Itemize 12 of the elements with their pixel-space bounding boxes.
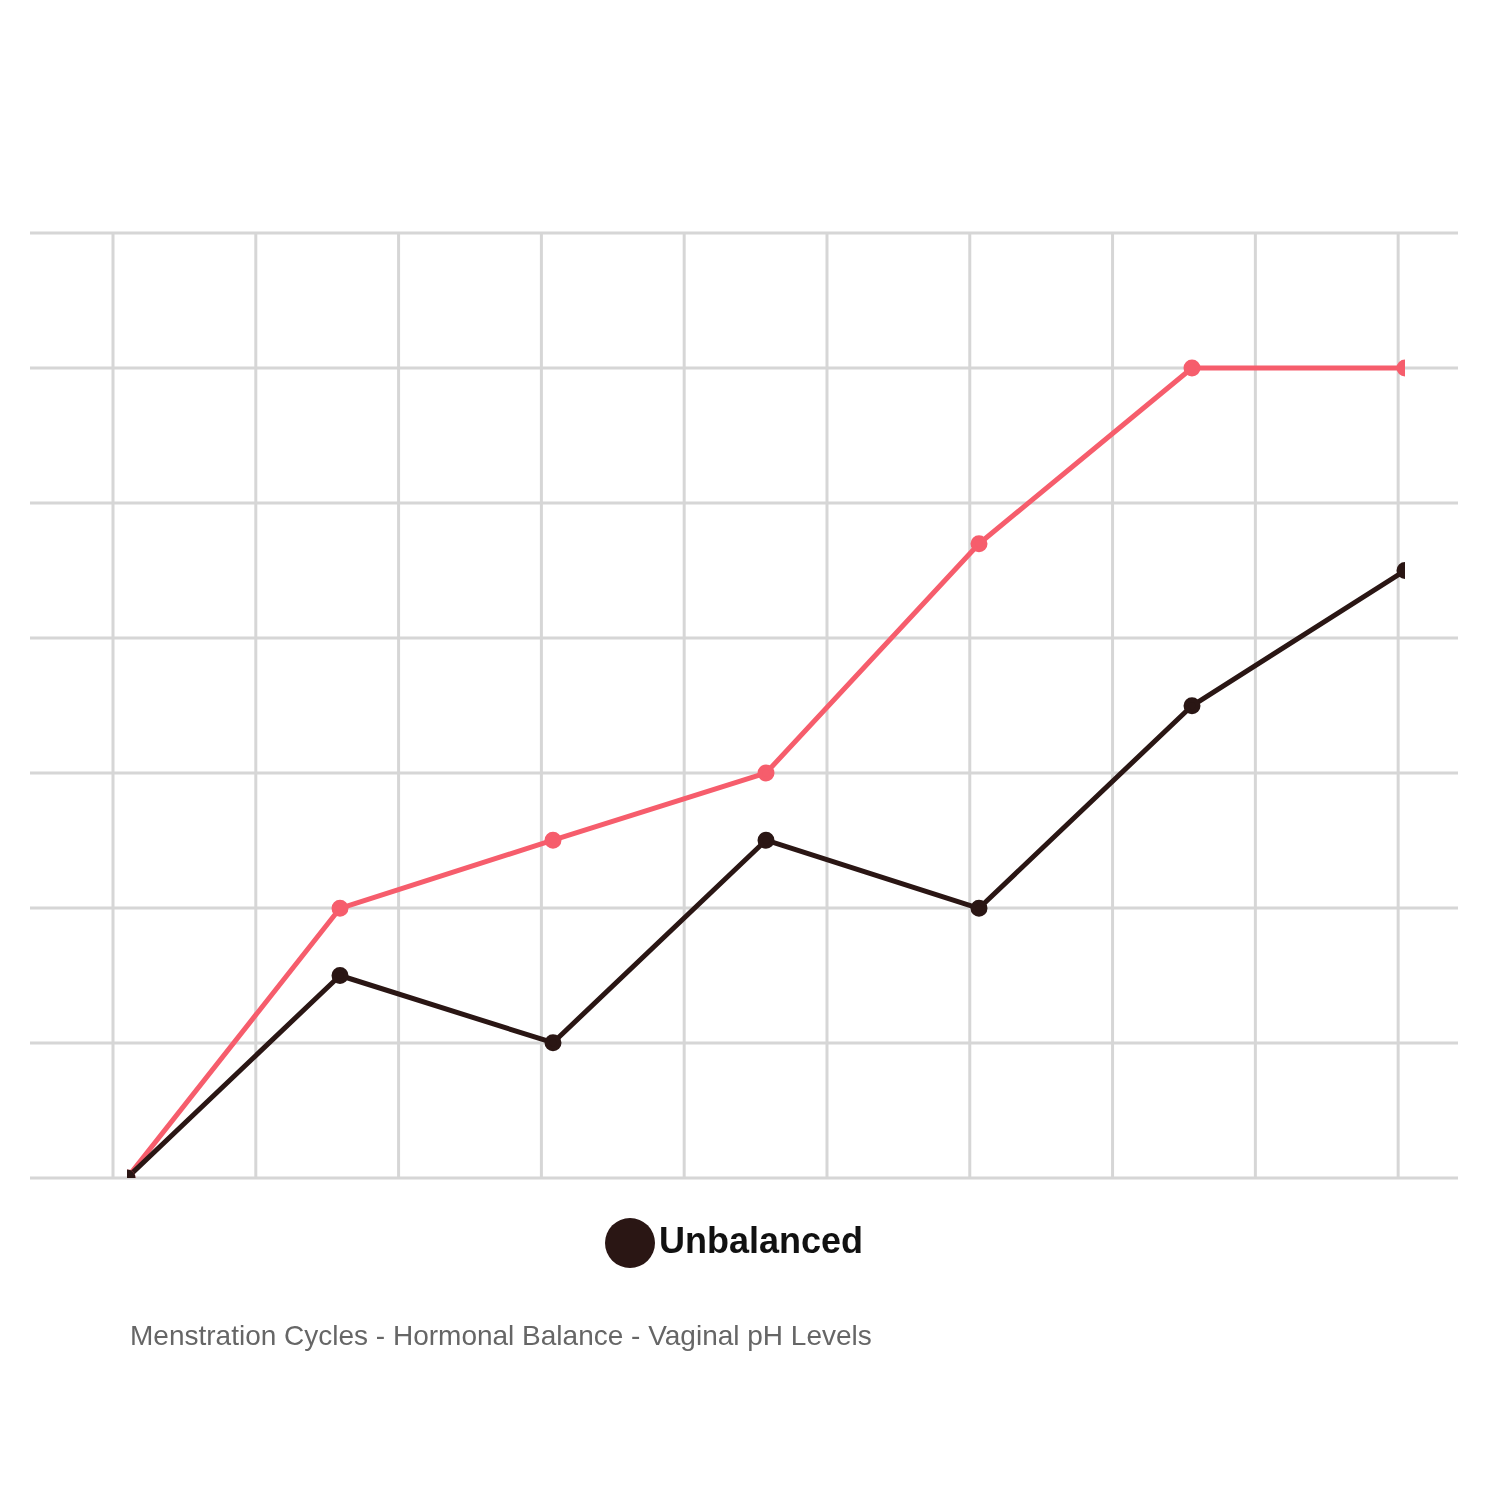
point xyxy=(544,1034,562,1052)
point xyxy=(757,764,775,782)
point xyxy=(1183,359,1201,377)
point xyxy=(757,831,775,849)
text: Menstration Cycles - Hormonal Balance - Vaginal pH Levels xyxy=(130,1320,873,1352)
point xyxy=(331,899,349,917)
point xyxy=(331,967,349,984)
point xyxy=(544,831,562,849)
point xyxy=(970,899,988,917)
legend-label: Unbalanced xyxy=(659,1219,864,1261)
point xyxy=(970,535,988,553)
point xyxy=(1183,697,1201,715)
